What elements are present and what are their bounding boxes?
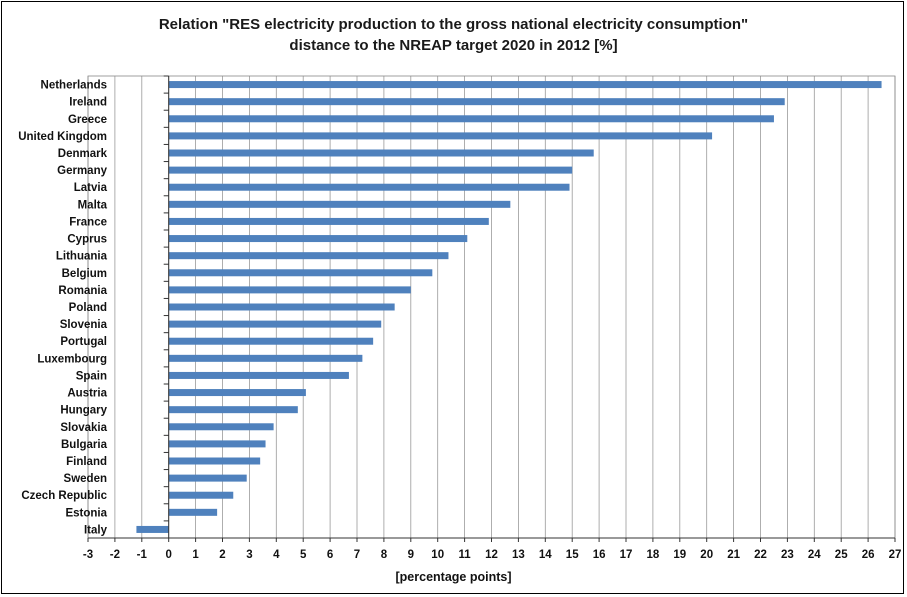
- category-label: Bulgaria: [61, 439, 108, 451]
- bar-slovenia: [168, 320, 382, 328]
- category-label: Portugal: [60, 336, 107, 348]
- category-label: Netherlands: [41, 80, 107, 92]
- x-tick-label: -1: [137, 549, 148, 561]
- x-tick-label: 5: [300, 549, 307, 561]
- x-tick-label: 18: [647, 549, 660, 561]
- category-label: Belgium: [62, 268, 107, 280]
- chart-title: Relation "RES electricity production to …: [0, 14, 907, 56]
- category-label: France: [69, 216, 107, 228]
- x-tick-label: 8: [381, 549, 388, 561]
- x-tick-label: 19: [673, 549, 686, 561]
- bar-estonia: [168, 508, 218, 516]
- x-tick-label: 6: [327, 549, 333, 561]
- x-tick-label: 2: [219, 549, 225, 561]
- bar-greece: [168, 115, 774, 123]
- bar-lithuania: [168, 252, 449, 260]
- x-tick-label: 4: [273, 549, 280, 561]
- category-label: Luxembourg: [37, 353, 107, 365]
- bar-united-kingdom: [168, 132, 713, 140]
- x-axis-label: [percentage points]: [395, 570, 512, 584]
- category-label: United Kingdom: [18, 131, 107, 143]
- bar-romania: [168, 286, 411, 294]
- x-tick-label: 25: [835, 549, 848, 561]
- x-tick-label: 14: [539, 549, 552, 561]
- chart-title-line-2: distance to the NREAP target 2020 in 201…: [289, 37, 618, 54]
- category-label: Malta: [78, 199, 108, 211]
- bar-czech-republic: [168, 491, 234, 499]
- category-label: Poland: [69, 302, 107, 314]
- bar-slovakia: [168, 423, 274, 431]
- x-tick-label: 1: [192, 549, 199, 561]
- x-tick-label: 24: [808, 549, 821, 561]
- x-tick-label: 7: [354, 549, 360, 561]
- category-label: Italy: [84, 524, 108, 536]
- x-tick-label: 13: [512, 549, 525, 561]
- bar-austria: [168, 389, 306, 397]
- category-label: Cyprus: [67, 234, 107, 246]
- x-tick-label: 20: [700, 549, 713, 561]
- x-tick-label: 16: [593, 549, 606, 561]
- bar-italy: [136, 525, 169, 533]
- x-tick-label: 23: [781, 549, 794, 561]
- x-tick-label: 12: [485, 549, 498, 561]
- bar-cyprus: [168, 235, 468, 243]
- category-label: Spain: [76, 370, 107, 382]
- category-label: Estonia: [65, 507, 107, 519]
- category-label: Slovenia: [60, 319, 108, 331]
- bar-latvia: [168, 183, 570, 191]
- bar-portugal: [168, 337, 374, 345]
- category-label: Ireland: [69, 97, 107, 109]
- x-tick-label: 9: [408, 549, 414, 561]
- bar-germany: [168, 166, 573, 174]
- x-tick-label: 17: [620, 549, 633, 561]
- category-label: Denmark: [58, 148, 108, 160]
- category-label: Romania: [58, 285, 107, 297]
- bar-sweden: [168, 474, 247, 482]
- x-tick-label: -3: [83, 549, 93, 561]
- x-tick-label: -2: [110, 549, 120, 561]
- category-label: Austria: [67, 388, 107, 400]
- bar-ireland: [168, 98, 785, 106]
- bar-belgium: [168, 269, 433, 277]
- x-tick-label: 27: [889, 549, 902, 561]
- category-label: Slovakia: [60, 422, 107, 434]
- x-tick-label: 15: [566, 549, 579, 561]
- category-label: Lithuania: [56, 251, 108, 263]
- bar-finland: [168, 457, 261, 465]
- x-tick-label: 0: [165, 549, 171, 561]
- category-label: Latvia: [74, 182, 108, 194]
- bar-france: [168, 217, 489, 225]
- category-label: Czech Republic: [21, 490, 107, 502]
- x-tick-label: 21: [727, 549, 740, 561]
- bar-luxembourg: [168, 354, 363, 362]
- bar-hungary: [168, 406, 298, 414]
- bar-poland: [168, 303, 395, 311]
- category-label: Greece: [68, 114, 107, 126]
- x-tick-label: 3: [246, 549, 252, 561]
- category-label: Finland: [66, 456, 107, 468]
- x-tick-label: 22: [754, 549, 767, 561]
- bar-malta: [168, 200, 511, 208]
- bar-bulgaria: [168, 440, 266, 448]
- category-label: Hungary: [60, 405, 107, 417]
- x-tick-label: 11: [459, 549, 472, 561]
- bar-spain: [168, 371, 349, 379]
- chart-title-line-1: Relation "RES electricity production to …: [158, 16, 749, 33]
- category-label: Germany: [57, 165, 107, 177]
- x-tick-label: 26: [862, 549, 875, 561]
- category-label: Sweden: [64, 473, 107, 485]
- x-tick-label: 10: [431, 549, 444, 561]
- bar-denmark: [168, 149, 594, 157]
- bar-netherlands: [168, 81, 882, 89]
